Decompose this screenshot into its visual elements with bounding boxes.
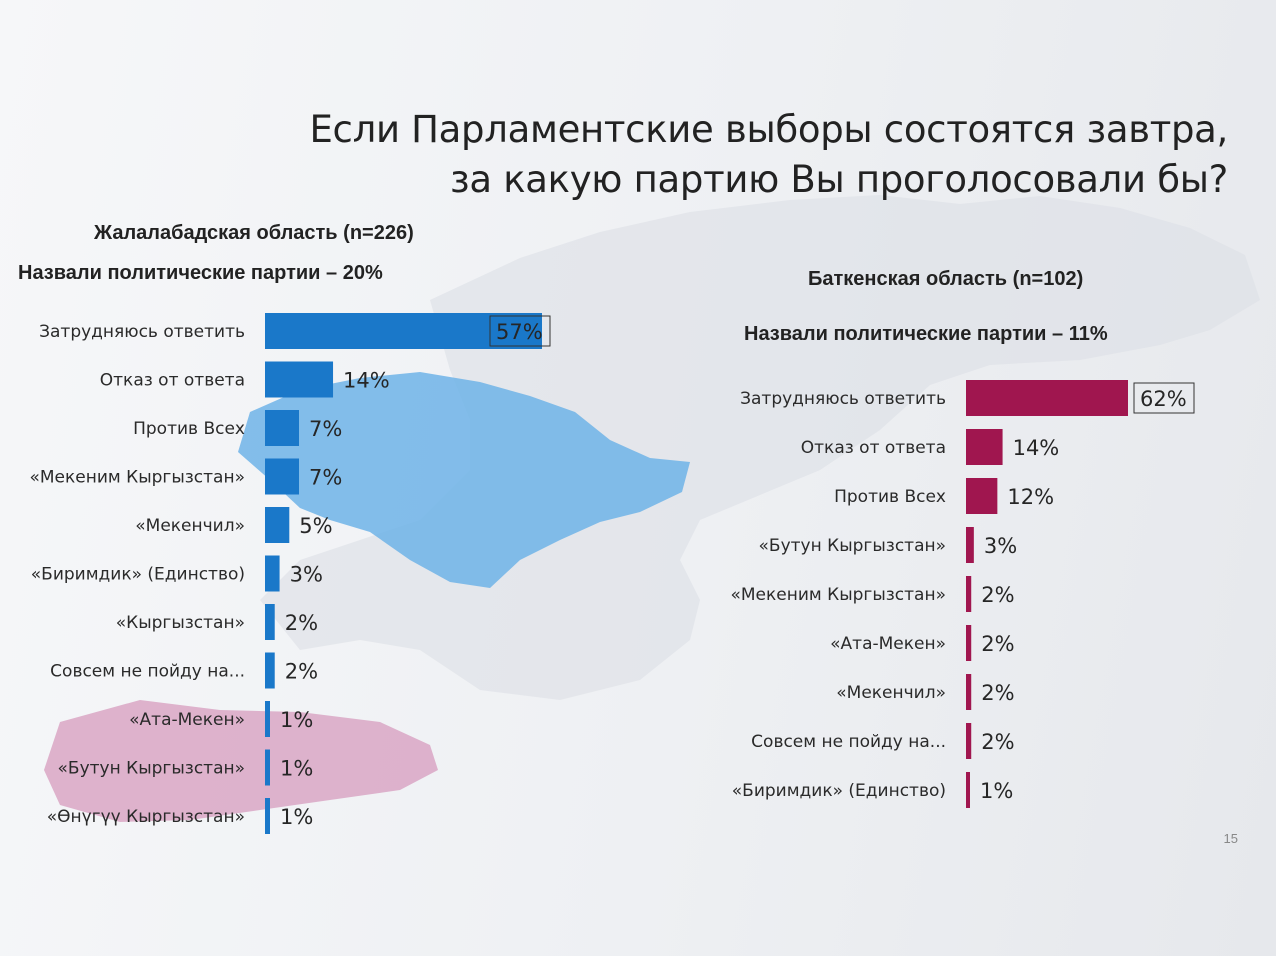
left-value-label: 2% bbox=[285, 611, 318, 635]
left-bar bbox=[265, 313, 542, 349]
left-region-title: Жалалабадская область (n=226) bbox=[94, 222, 414, 244]
left-value-label: 1% bbox=[280, 708, 313, 732]
left-bar bbox=[265, 555, 280, 592]
right-bar bbox=[966, 674, 972, 710]
right-bar bbox=[966, 772, 970, 808]
page-number: 15 bbox=[1223, 831, 1238, 846]
left-category-label: «Мекеним Кыргызстан» bbox=[29, 468, 245, 488]
left-highlight-box bbox=[489, 315, 551, 347]
left-category-label: «Мекенчил» bbox=[135, 516, 245, 536]
map-region-batken bbox=[44, 700, 438, 822]
right-category-label: «Биримдик» (Единство) bbox=[732, 781, 946, 801]
right-category-label: «Мекенчил» bbox=[836, 683, 946, 703]
right-bar bbox=[966, 429, 1003, 465]
right-category-label: «Ата-Мекен» bbox=[830, 634, 946, 654]
left-bar bbox=[265, 507, 290, 543]
right-bar bbox=[966, 380, 1128, 416]
right-value-label: 2% bbox=[981, 730, 1014, 754]
left-value-label: 7% bbox=[309, 466, 342, 490]
right-value-label: 2% bbox=[981, 583, 1014, 607]
right-category-label: Затрудняюсь ответить bbox=[740, 389, 946, 409]
left-value-label: 1% bbox=[280, 757, 313, 781]
left-bar bbox=[265, 701, 270, 737]
left-category-label: Против Всех bbox=[133, 419, 245, 439]
left-category-label: Затрудняюсь ответить bbox=[39, 322, 245, 342]
left-category-label: «Кыргызстан» bbox=[116, 613, 245, 633]
title-line-1: Если Парламентские выборы состоятся завт… bbox=[309, 108, 1228, 151]
left-bar bbox=[265, 604, 275, 640]
left-bar bbox=[265, 410, 300, 446]
right-value-label: 2% bbox=[981, 632, 1014, 656]
left-bar bbox=[265, 652, 275, 689]
left-category-label: «Өнүгүү Кыргызстан» bbox=[47, 807, 245, 827]
right-region-title: Баткенская область (n=102) bbox=[808, 268, 1084, 290]
right-value-label: 1% bbox=[980, 779, 1013, 803]
left-value-label: 2% bbox=[285, 660, 318, 684]
left-category-label: Совсем не пойду на... bbox=[50, 662, 245, 682]
left-value-label: 5% bbox=[299, 514, 332, 538]
right-highlight-box bbox=[1133, 382, 1195, 414]
right-category-label: «Бутун Кыргызстан» bbox=[759, 536, 946, 556]
left-subtitle: Назвали политические партии – 20% bbox=[18, 262, 383, 284]
right-value-label: 14% bbox=[1013, 436, 1060, 460]
right-value-label: 3% bbox=[984, 534, 1017, 558]
right-category-label: «Мекеним Кыргызстан» bbox=[730, 585, 946, 605]
left-bar bbox=[265, 361, 334, 398]
right-category-label: Против Всех bbox=[834, 487, 946, 507]
left-value-label: 14% bbox=[343, 369, 390, 393]
left-bar bbox=[265, 798, 270, 834]
left-bar bbox=[265, 458, 300, 495]
right-subtitle: Назвали политические партии – 11% bbox=[744, 323, 1108, 345]
map-region-jalalabad bbox=[238, 372, 690, 588]
left-category-label: «Бутун Кыргызстан» bbox=[58, 759, 245, 779]
left-value-label: 1% bbox=[280, 805, 313, 829]
right-value-label: 62% bbox=[1140, 387, 1187, 411]
right-value-label: 12% bbox=[1007, 485, 1054, 509]
right-bar bbox=[966, 478, 998, 514]
right-value-label: 2% bbox=[981, 681, 1014, 705]
right-bar bbox=[966, 723, 972, 759]
left-category-label: Отказ от ответа bbox=[100, 371, 245, 391]
right-bar bbox=[966, 527, 974, 563]
right-bar bbox=[966, 625, 972, 661]
left-category-label: «Ата-Мекен» bbox=[129, 710, 245, 730]
left-category-label: «Биримдик» (Единство) bbox=[31, 565, 245, 585]
left-value-label: 7% bbox=[309, 417, 342, 441]
left-bar bbox=[265, 749, 270, 786]
right-bar bbox=[966, 576, 972, 612]
left-value-label: 57% bbox=[496, 320, 543, 344]
left-value-label: 3% bbox=[290, 563, 323, 587]
right-category-label: Совсем не пойду на... bbox=[751, 732, 946, 752]
right-category-label: Отказ от ответа bbox=[801, 438, 946, 458]
title-line-2: за какую партию Вы проголосовали бы? bbox=[450, 158, 1228, 201]
